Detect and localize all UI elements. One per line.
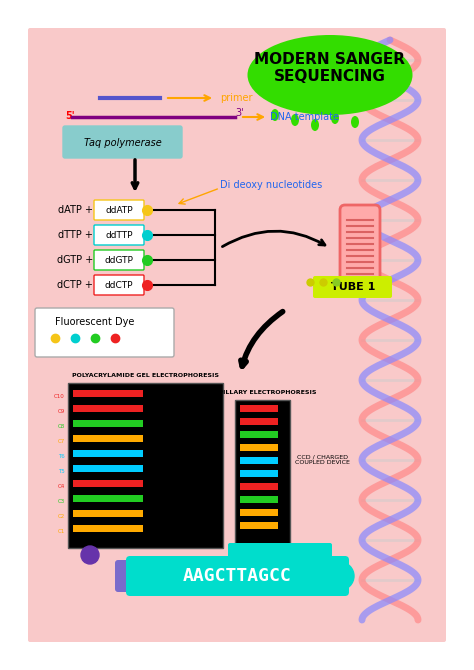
Text: 3': 3' [235,108,244,118]
FancyBboxPatch shape [28,28,446,642]
Bar [235,400,290,550]
Text: C1: C1 [58,529,65,534]
Bar [73,525,143,531]
Bar [240,431,278,438]
Text: C10: C10 [54,394,65,399]
Text: C7: C7 [58,439,65,444]
FancyBboxPatch shape [94,275,144,295]
FancyBboxPatch shape [94,225,144,245]
FancyBboxPatch shape [35,308,174,357]
Text: dATP +: dATP + [58,205,93,215]
Bar [73,389,143,397]
FancyBboxPatch shape [63,126,182,158]
Text: T5: T5 [58,469,65,474]
Bar [73,480,143,486]
Bar [240,444,278,450]
Bar [68,383,223,548]
Bar [240,521,278,529]
Bar [240,482,278,490]
Text: Di deoxy nucleotides: Di deoxy nucleotides [220,180,322,190]
Text: ddATP: ddATP [105,206,133,214]
Bar [73,419,143,427]
Text: DNA template: DNA template [270,112,339,122]
Bar [73,435,143,442]
Text: C2: C2 [58,514,65,519]
Text: C8: C8 [58,424,65,429]
Text: dTTP +: dTTP + [58,230,93,240]
Ellipse shape [311,119,319,131]
Bar [73,509,143,517]
Circle shape [326,562,354,590]
FancyBboxPatch shape [115,560,296,592]
FancyBboxPatch shape [94,200,144,220]
FancyBboxPatch shape [228,543,332,565]
Bar [240,496,278,502]
Text: TUBE 1: TUBE 1 [331,282,375,292]
Text: C9: C9 [58,409,65,414]
Text: dGTP +: dGTP + [57,255,93,265]
FancyBboxPatch shape [94,250,144,270]
Text: ddCTP: ddCTP [105,281,133,289]
Bar [240,470,278,476]
Bar [240,456,278,464]
Text: 5': 5' [65,111,74,121]
Bar [73,450,143,456]
Bar [240,509,278,515]
Text: C4: C4 [58,484,65,489]
Bar [240,417,278,425]
FancyBboxPatch shape [313,276,392,298]
Text: MODERN SANGER
SEQUENCING: MODERN SANGER SEQUENCING [255,52,405,84]
Text: Fluorescent Dye: Fluorescent Dye [55,317,134,327]
Ellipse shape [247,35,412,115]
Text: POLYACRYLAMIDE GEL ELECTROPHORESIS: POLYACRYLAMIDE GEL ELECTROPHORESIS [72,373,219,377]
Text: CCD / CHARGED
COUPLED DEVICE: CCD / CHARGED COUPLED DEVICE [295,455,350,466]
Text: primer: primer [220,93,253,103]
Text: dCTP +: dCTP + [57,280,93,290]
Ellipse shape [331,112,339,124]
Text: ddGTP: ddGTP [105,255,134,265]
Ellipse shape [291,114,299,126]
Bar [240,405,278,411]
Ellipse shape [271,109,279,121]
Bar [73,464,143,472]
Ellipse shape [351,116,359,128]
Text: CAPILLARY ELECTROPHORESIS: CAPILLARY ELECTROPHORESIS [209,389,316,395]
Text: C3: C3 [58,499,65,504]
Bar [73,494,143,502]
Text: T6: T6 [58,454,65,459]
FancyBboxPatch shape [126,556,349,596]
Text: Taq polymerase: Taq polymerase [84,138,162,148]
Circle shape [81,546,99,564]
Bar [73,405,143,411]
FancyBboxPatch shape [340,205,380,285]
Text: ddTTP: ddTTP [105,230,133,239]
Text: AAGCTTAGCC: AAGCTTAGCC [182,567,292,585]
